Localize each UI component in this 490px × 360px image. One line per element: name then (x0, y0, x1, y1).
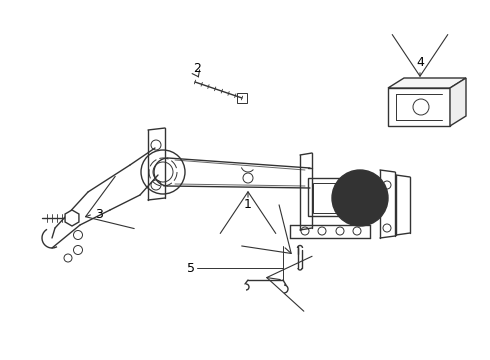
Circle shape (332, 170, 388, 226)
Polygon shape (388, 88, 450, 126)
Text: 4: 4 (416, 55, 424, 68)
Polygon shape (388, 78, 466, 88)
Polygon shape (450, 78, 466, 126)
Polygon shape (65, 210, 79, 226)
Bar (237, 93, 247, 103)
FancyArrowPatch shape (192, 70, 199, 77)
Bar (313, 183, 343, 213)
Text: 5: 5 (187, 261, 195, 274)
Bar (308, 178, 348, 216)
Text: 1: 1 (244, 198, 252, 211)
Text: 3: 3 (95, 207, 103, 220)
Text: 2: 2 (193, 62, 201, 75)
